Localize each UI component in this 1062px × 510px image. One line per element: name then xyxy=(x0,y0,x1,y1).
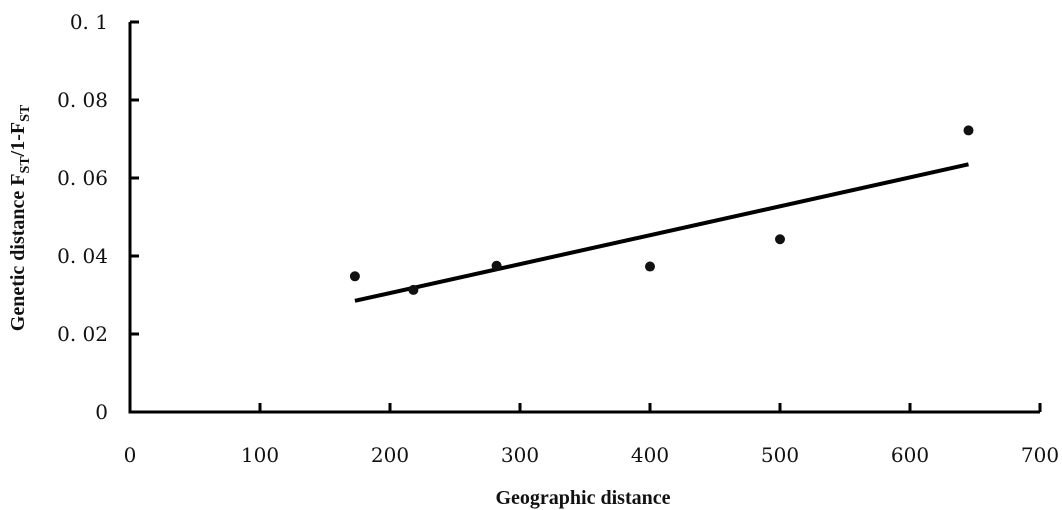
y-tick-label: 0. 04 xyxy=(57,244,108,268)
data-point xyxy=(491,260,502,271)
x-tick-label: 700 xyxy=(1021,443,1059,467)
y-axis-title: Genetic distance FST/1-FST xyxy=(7,104,33,331)
data-point xyxy=(408,284,419,295)
y-tick-label: 0 xyxy=(95,400,108,424)
trendline-group xyxy=(354,162,969,303)
data-points xyxy=(349,125,974,295)
tick-labels: 0 0. 02 0. 04 0. 06 0. 08 0. 1 0 100 200 300 400 50… xyxy=(57,10,1059,467)
y-axis-title-subscript-1: ST xyxy=(18,156,33,174)
y-axis-title-middle: /1-F xyxy=(7,122,29,157)
x-axis-title: Geographic distance xyxy=(496,487,671,509)
y-tick-label: 0. 02 xyxy=(57,322,108,346)
x-tick-label: 600 xyxy=(891,443,929,467)
y-axis-title-prefix: Genetic distance F xyxy=(7,173,29,331)
x-tick-label: 300 xyxy=(501,443,539,467)
x-tick-label: 100 xyxy=(241,443,279,467)
x-tick-label: 0 xyxy=(124,443,137,467)
x-tick-label: 500 xyxy=(761,443,799,467)
data-point xyxy=(645,261,655,272)
y-tick-label: 0. 08 xyxy=(57,88,108,112)
x-tick-label: 200 xyxy=(371,443,409,467)
y-tick-label: 0. 06 xyxy=(57,166,108,190)
axes xyxy=(128,20,1042,414)
y-axis-title-subscript-2: ST xyxy=(18,104,33,122)
data-point xyxy=(349,271,360,282)
data-point xyxy=(963,125,974,136)
trendline xyxy=(354,162,969,303)
y-tick-label: 0. 1 xyxy=(70,10,108,34)
data-point xyxy=(775,234,785,245)
x-tick-label: 400 xyxy=(631,443,669,467)
